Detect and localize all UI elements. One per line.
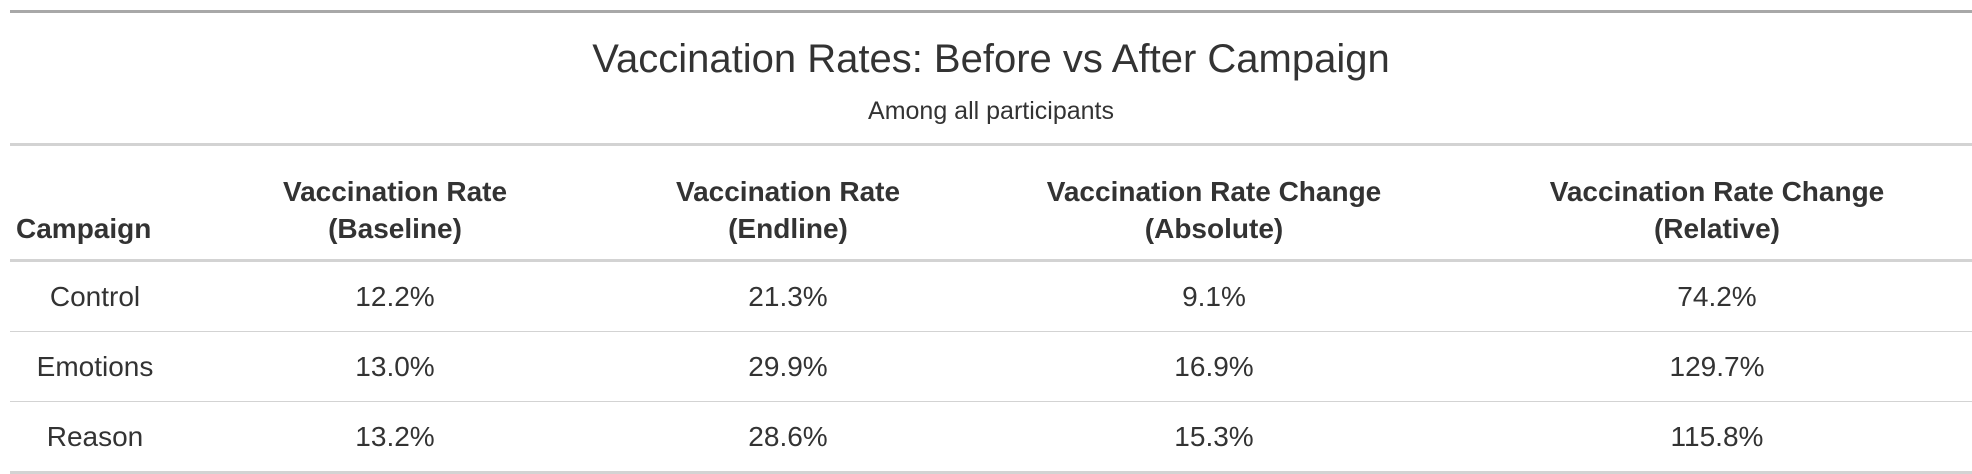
table-title: Vaccination Rates: Before vs After Campa… <box>592 37 1390 81</box>
column-header-line: (Absolute) <box>1144 213 1284 244</box>
table-cell: 129.7% <box>1462 331 1972 402</box>
table-cell: 28.6% <box>610 401 966 474</box>
column-header-line: Vaccination Rate Change <box>1046 176 1382 207</box>
table-body: Control 12.2% 21.3% 9.1% 74.2% Emotions … <box>10 260 1972 474</box>
top-rule <box>10 10 1972 13</box>
table-cell: 29.9% <box>610 331 966 402</box>
table-cell: 9.1% <box>966 260 1462 332</box>
header-row: Campaign Vaccination Rate (Baseline) Vac… <box>10 146 1972 262</box>
table-cell: 13.2% <box>180 401 610 474</box>
table-row: Reason 13.2% 28.6% 15.3% 115.8% <box>10 401 1972 474</box>
table-row: Control 12.2% 21.3% 9.1% 74.2% <box>10 260 1972 332</box>
table-cell: 16.9% <box>966 331 1462 402</box>
column-header-line: (Relative) <box>1653 213 1781 244</box>
column-header-endline: Vaccination Rate (Endline) <box>610 146 966 262</box>
table-cell: 21.3% <box>610 260 966 332</box>
table-subtitle: Among all participants <box>868 97 1114 125</box>
table-cell: 115.8% <box>1462 401 1972 474</box>
table-cell: Reason <box>10 401 180 474</box>
header-rule <box>10 143 1972 146</box>
column-header-line: Vaccination Rate <box>282 176 508 207</box>
table-cell: 15.3% <box>966 401 1462 474</box>
column-header-baseline: Vaccination Rate (Baseline) <box>180 146 610 262</box>
table-cell: Control <box>10 260 180 332</box>
column-header-line: Vaccination Rate Change <box>1549 176 1885 207</box>
table-cell: Emotions <box>10 331 180 402</box>
table-header: Campaign Vaccination Rate (Baseline) Vac… <box>10 146 1972 262</box>
results-table: Campaign Vaccination Rate (Baseline) Vac… <box>10 146 1972 474</box>
table-cell: 13.0% <box>180 331 610 402</box>
data-table: Vaccination Rates: Before vs After Campa… <box>10 10 1972 474</box>
table-row: Emotions 13.0% 29.9% 16.9% 129.7% <box>10 331 1972 402</box>
column-header-line: Vaccination Rate <box>675 176 901 207</box>
column-header-campaign: Campaign <box>10 146 180 262</box>
column-header-line: (Endline) <box>728 213 848 244</box>
column-header-absolute-change: Vaccination Rate Change (Absolute) <box>966 146 1462 262</box>
table-cell: 74.2% <box>1462 260 1972 332</box>
column-header-line: (Baseline) <box>328 213 462 244</box>
table-cell: 12.2% <box>180 260 610 332</box>
column-header-line: Campaign <box>16 213 152 244</box>
column-header-relative-change: Vaccination Rate Change (Relative) <box>1462 146 1972 262</box>
